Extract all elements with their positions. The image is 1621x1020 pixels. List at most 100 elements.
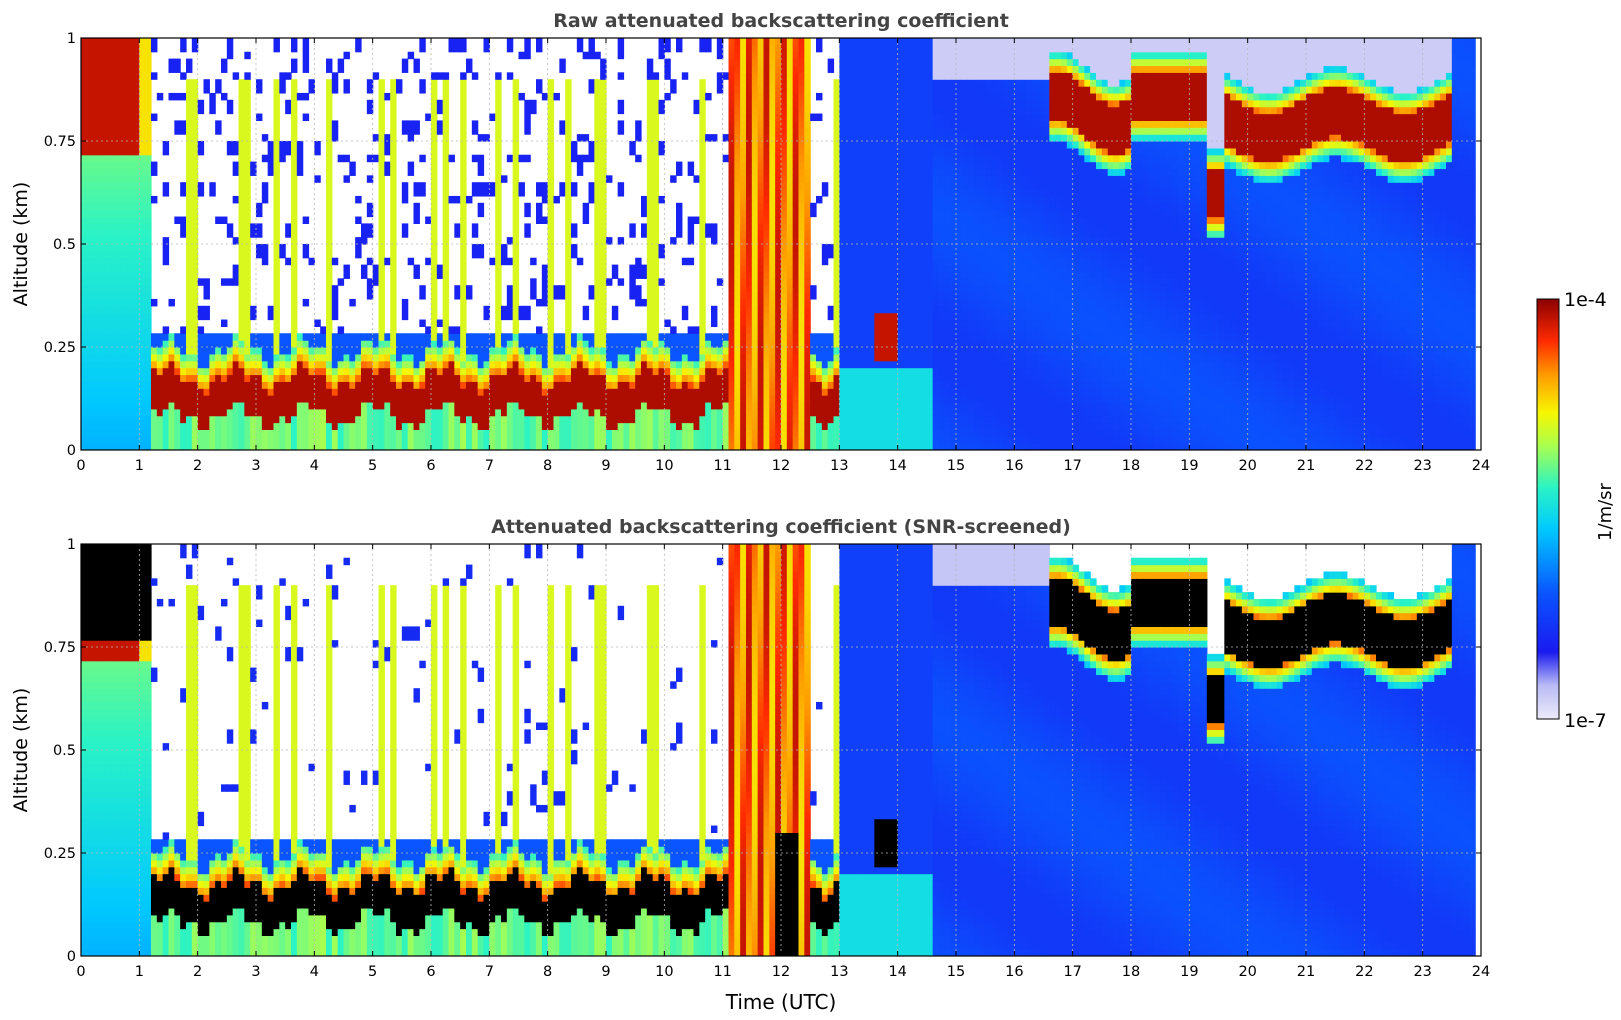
heatmap-cell [186, 415, 193, 450]
heatmap-cell [1066, 51, 1074, 60]
heatmap-cell [1247, 395, 1255, 403]
heatmap-cell [308, 360, 315, 369]
heatmap-cell [1160, 271, 1167, 279]
heatmap-cell [1265, 340, 1272, 348]
heatmap-cell [139, 395, 146, 403]
heatmap-cell [658, 340, 665, 348]
heatmap-cell [1131, 305, 1138, 314]
heatmap-cell [1195, 415, 1202, 424]
heatmap-cell [477, 244, 485, 259]
heatmap-cell [1160, 312, 1167, 321]
heatmap-cell [1171, 360, 1179, 376]
heatmap-cell [302, 367, 310, 403]
heatmap-cell [436, 72, 444, 80]
heatmap-cell [804, 271, 811, 279]
heatmap-cell [1142, 72, 1150, 121]
heatmap-cell [769, 415, 776, 424]
heatmap-cell [740, 168, 747, 176]
heatmap-cell [1253, 374, 1260, 382]
heatmap-cell [559, 182, 566, 197]
heatmap-cell [1020, 127, 1027, 163]
heatmap-cell [110, 216, 117, 224]
heatmap-cell [1101, 374, 1109, 382]
heatmap-cell [1072, 422, 1080, 450]
heatmap-cell [1259, 381, 1266, 389]
heatmap-cell [145, 422, 152, 430]
heatmap-cell [746, 216, 753, 224]
heatmap-cell [186, 374, 193, 382]
heatmap-cell [471, 182, 479, 197]
heatmap-cell [746, 65, 753, 73]
heatmap-cell [1189, 154, 1196, 163]
heatmap-cell [477, 202, 485, 218]
heatmap-cell [349, 422, 356, 450]
heatmap-cell [816, 113, 823, 121]
heatmap-cell [1119, 161, 1126, 170]
heatmap-cell [1101, 388, 1109, 396]
heatmap-cell [956, 401, 963, 410]
heatmap-cell [1171, 223, 1179, 231]
heatmap-cell [967, 230, 975, 245]
heatmap-cell [1265, 285, 1272, 293]
heatmap-cell [226, 333, 234, 348]
heatmap-cell [740, 106, 747, 115]
heatmap-cell [1241, 92, 1249, 101]
heatmap-cell [728, 381, 735, 389]
heatmap-cell [781, 257, 788, 266]
heatmap-cell [763, 326, 770, 334]
heatmap-cell [1031, 86, 1039, 94]
heatmap-cell [145, 374, 152, 382]
heatmap-cell [466, 353, 473, 362]
heatmap-cell [967, 168, 975, 176]
heatmap-cell [956, 326, 963, 334]
heatmap-cell [1154, 298, 1161, 307]
heatmap-cell [197, 278, 205, 286]
heatmap-cell [623, 367, 630, 376]
panel-raw-title: Raw attenuated backscattering coefficien… [553, 10, 1009, 32]
heatmap-cell [786, 401, 794, 410]
heatmap-cell [1008, 216, 1015, 224]
heatmap-cell [1061, 141, 1068, 149]
heatmap-cell [1049, 244, 1056, 252]
heatmap-cell [751, 305, 759, 314]
heatmap-cell [775, 182, 782, 190]
heatmap-cell [1113, 319, 1120, 334]
heatmap-cell [1125, 326, 1132, 341]
heatmap-cell [221, 319, 228, 327]
heatmap-cell [501, 244, 508, 266]
heatmap-cell [1183, 244, 1190, 279]
heatmap-cell [1055, 250, 1062, 259]
heatmap-cell [1265, 106, 1272, 115]
heatmap-cell [1125, 175, 1132, 183]
heatmap-cell [1265, 182, 1272, 197]
heatmap-cell [1236, 443, 1243, 450]
heatmap-cell [1096, 154, 1103, 163]
heatmap-cell [1031, 209, 1039, 218]
heatmap-cell [151, 161, 158, 176]
heatmap-cell [1136, 305, 1144, 314]
heatmap-cell [932, 422, 940, 430]
heatmap-cell [740, 367, 747, 376]
heatmap-cell [110, 250, 117, 259]
heatmap-cell [81, 257, 88, 266]
heatmap-cell [151, 360, 158, 369]
heatmap-cell [944, 312, 951, 321]
heatmap-cell [121, 230, 129, 238]
heatmap-cell [1026, 285, 1033, 300]
heatmap-cell [792, 388, 800, 396]
heatmap-cell [734, 250, 741, 259]
heatmap-cell [1241, 223, 1249, 231]
heatmap-cell [792, 360, 800, 369]
heatmap-cell [1148, 264, 1155, 273]
heatmap-cell [699, 353, 706, 362]
heatmap-cell [763, 353, 770, 362]
heatmap-cell [285, 72, 292, 80]
heatmap-cell [792, 436, 800, 444]
heatmap-cell [489, 347, 496, 355]
heatmap-cell [985, 79, 992, 87]
heatmap-cell [1078, 168, 1085, 204]
heatmap-cell [559, 333, 566, 355]
heatmap-cell [495, 79, 502, 348]
heatmap-cell [1078, 154, 1085, 163]
heatmap-cell [1160, 360, 1167, 382]
